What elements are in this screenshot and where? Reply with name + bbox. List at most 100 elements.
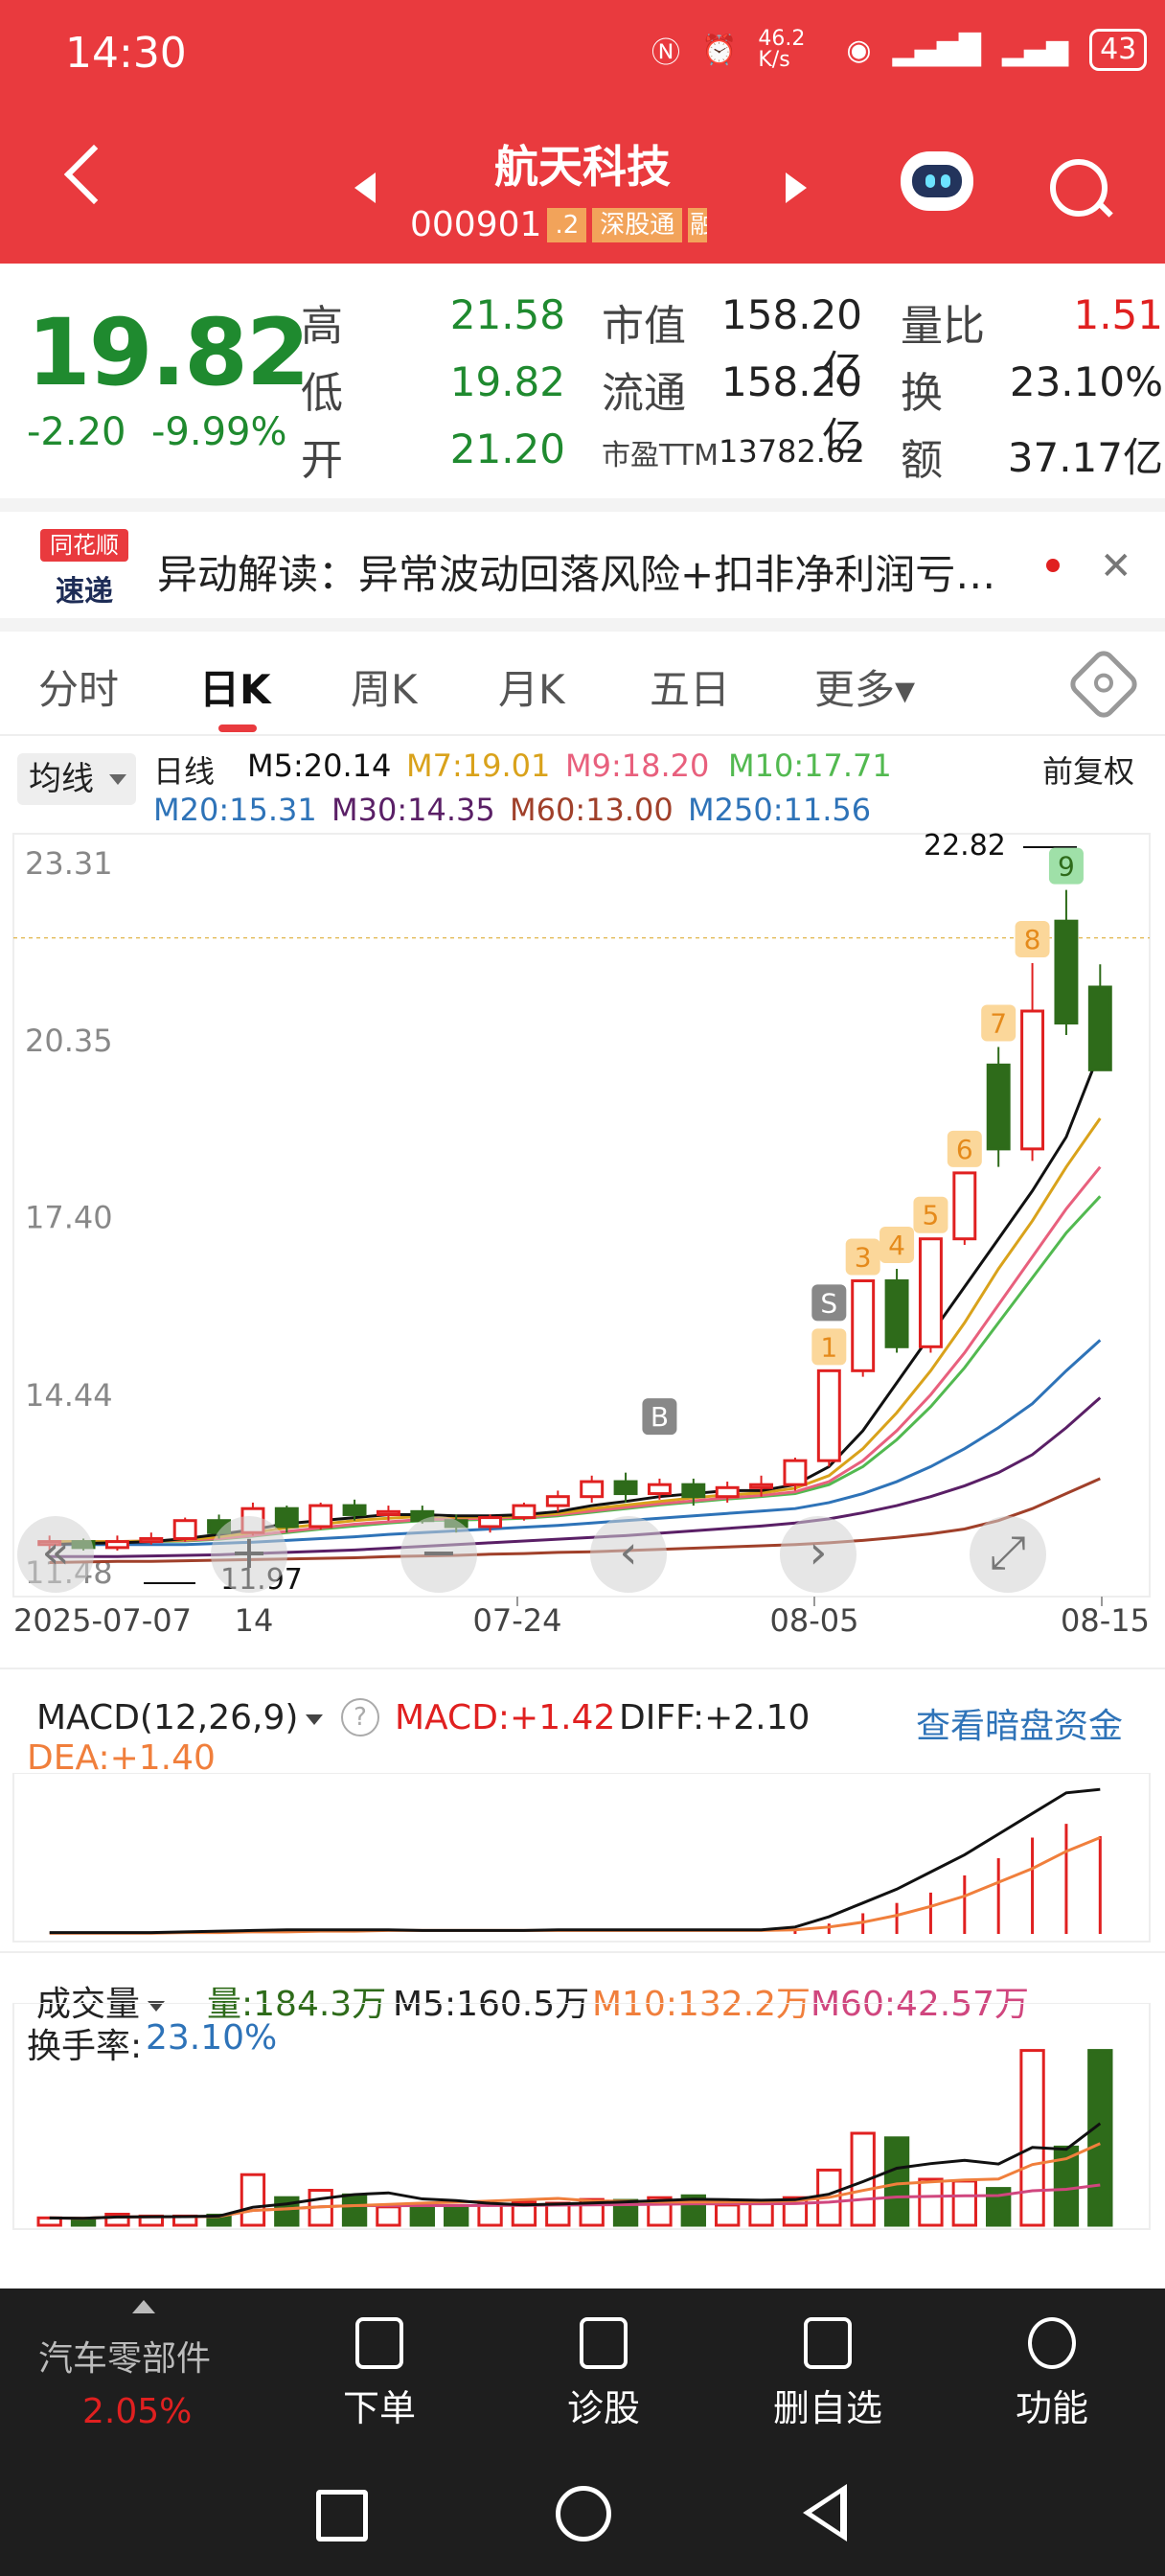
candle-body (918, 1237, 943, 1348)
scroll-right-icon[interactable]: › (780, 1516, 857, 1593)
function-label: 功能 (1015, 2387, 1088, 2429)
volume-frame (12, 2003, 1151, 2230)
dark-pool-link[interactable]: 查看暗盘资金 (916, 1707, 1124, 1746)
settings-icon[interactable] (1065, 646, 1142, 723)
dea-value: DEA:+1.40 (27, 1738, 216, 1778)
kline-chart[interactable]: 23.3120.3517.4014.4411.482025-07-071407-… (0, 832, 1165, 1637)
turnover-value: 23.10% (1009, 358, 1163, 405)
tab-more[interactable]: 更多▾ (814, 666, 916, 713)
candle-body (613, 1480, 638, 1496)
x-tick-label: 08-15 (1061, 1602, 1150, 1637)
vol-ma5: M5:160.5万 (393, 1985, 590, 2024)
divider (0, 1951, 1165, 1953)
tab-weekly-k[interactable]: 周K (351, 666, 418, 713)
candle-body (376, 1509, 400, 1516)
turnover-label: 换 (901, 369, 943, 418)
diagnose-label: 诊股 (566, 2387, 640, 2429)
alarm-icon: ⏰ (701, 33, 738, 67)
order-button[interactable]: 下单 (284, 2317, 475, 2431)
net-speed: 46.2 K/s (758, 27, 806, 72)
high-label: 高 (301, 302, 343, 351)
scroll-far-left-icon[interactable]: « (17, 1516, 94, 1593)
turnover-rate-value: 23.10% (146, 2018, 278, 2058)
candle-body (816, 1368, 841, 1462)
function-button[interactable]: 功能 (956, 2317, 1148, 2431)
candle-body (512, 1504, 537, 1520)
adjust-toggle[interactable]: 前复权 (1042, 753, 1135, 790)
candle-body (274, 1506, 299, 1529)
candle-body (139, 1536, 164, 1544)
candle-body (308, 1504, 333, 1529)
volume-bar (918, 2177, 944, 2227)
fullscreen-icon[interactable]: ⤢ (970, 1516, 1046, 1593)
price-change-pct: -9.99% (151, 410, 287, 454)
volume-bar (444, 2204, 469, 2227)
signal-badge-text: 3 (855, 1241, 872, 1273)
volume-bar (1087, 2049, 1113, 2227)
volume-selector[interactable]: 成交量 (36, 1976, 166, 2026)
volume-bar (376, 2205, 401, 2227)
recent-apps-icon[interactable] (316, 2490, 368, 2542)
tab-timeshare[interactable]: 分时 (38, 666, 120, 713)
volume-bar (1053, 2145, 1080, 2227)
volume-bar (104, 2212, 130, 2227)
candle-body (884, 1278, 909, 1348)
signal-badge (879, 1226, 915, 1263)
volratio-label: 量比 (901, 302, 985, 351)
x-tick-label: 2025-07-07 (13, 1602, 192, 1637)
next-stock-icon[interactable] (786, 172, 807, 203)
ma-selector[interactable]: 均线 (17, 753, 136, 805)
low-label: 低 (301, 369, 343, 418)
candle-body (104, 1540, 129, 1550)
macd-selector[interactable]: MACD(12,26,9) (36, 1698, 324, 1737)
diff-line (49, 1787, 1101, 1935)
status-time: 14:30 (65, 29, 187, 78)
chevron-up-icon[interactable] (132, 2300, 155, 2313)
candle-body (1054, 919, 1079, 1025)
close-icon[interactable]: ✕ (1100, 544, 1132, 588)
open-value: 21.20 (449, 426, 565, 472)
scroll-left-icon[interactable]: ‹ (590, 1516, 667, 1593)
menu-icon (1028, 2317, 1076, 2369)
zoom-out-icon[interactable]: − (400, 1516, 477, 1593)
diagnose-button[interactable]: 诊股 (508, 2317, 699, 2431)
news-banner[interactable] (0, 513, 1165, 618)
signal-badge-text: 1 (820, 1331, 837, 1363)
macd-chart[interactable] (0, 1773, 1165, 1945)
macd-value: MACD:+1.42 (395, 1698, 616, 1737)
ma30-label: M30:14.35 (331, 792, 495, 828)
search-icon[interactable] (1050, 159, 1108, 217)
home-icon[interactable] (556, 2486, 611, 2542)
vol-ma60: M60:42.57万 (811, 1985, 1030, 2024)
candle-body (783, 1459, 808, 1486)
ai-assistant-icon[interactable] (901, 151, 973, 211)
tab-monthly-k[interactable]: 月K (498, 666, 565, 713)
remove-watchlist-label: 删自选 (772, 2387, 882, 2429)
signal-badge (981, 1004, 1017, 1042)
battery-icon: 43 (1089, 29, 1148, 71)
volume-bar (477, 2202, 503, 2227)
back-nav-icon[interactable] (803, 2484, 847, 2542)
candle-body (342, 1504, 367, 1516)
dea-line (49, 1836, 1101, 1935)
y-tick-label: 20.35 (25, 1023, 113, 1059)
remove-watchlist-button[interactable]: 删自选 (732, 2317, 924, 2431)
volume-bar (951, 2179, 977, 2227)
pe-label: 市盈TTM (602, 439, 720, 472)
signal-badge-text: B (651, 1401, 669, 1433)
current-price: 19.82 (27, 299, 310, 406)
divider (0, 734, 1165, 736)
help-icon[interactable]: ? (341, 1698, 379, 1736)
vol-ma10: M10:132.2万 (592, 1985, 811, 2024)
news-text[interactable]: 异动解读：异常波动回落风险+扣非净利润亏… (157, 551, 996, 598)
sector-name[interactable]: 汽车零部件 (38, 2339, 212, 2379)
prev-stock-icon[interactable] (354, 172, 376, 203)
macd-frame (12, 1773, 1151, 1943)
tab-daily-k[interactable]: 日K (199, 666, 271, 713)
tab-five-day[interactable]: 五日 (650, 666, 731, 713)
volume-chart[interactable] (0, 2003, 1165, 2233)
order-icon (355, 2317, 403, 2369)
unread-dot (1046, 559, 1060, 572)
zoom-in-icon[interactable]: + (211, 1516, 287, 1593)
x-tick-label: 14 (235, 1602, 274, 1637)
